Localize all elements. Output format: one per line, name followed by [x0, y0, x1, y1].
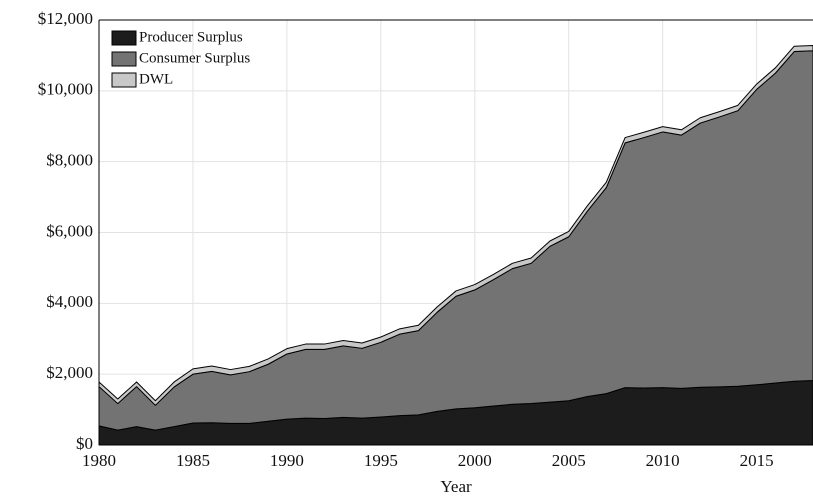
y-tick-label: $6,000: [46, 221, 93, 240]
x-tick-label: 2010: [646, 451, 680, 470]
legend-label: DWL: [139, 71, 173, 87]
y-tick-label: $2,000: [46, 363, 93, 382]
legend-label: Producer Surplus: [139, 29, 243, 45]
legend-label: Consumer Surplus: [139, 50, 250, 66]
y-tick-label: $4,000: [46, 292, 93, 311]
area: [98, 50, 813, 431]
x-tick-label: 1995: [364, 451, 398, 470]
x-tick-label: 1985: [176, 451, 210, 470]
y-tick-label: $12,000: [38, 9, 93, 28]
x-tick-label: 1980: [82, 451, 116, 470]
x-tick-label: 1990: [270, 451, 304, 470]
area: [98, 45, 813, 406]
legend-swatch: [111, 30, 137, 46]
y-tick-label: $0: [76, 434, 93, 453]
y-tick-label: $10,000: [38, 80, 93, 99]
x-tick-label: 2015: [740, 451, 774, 470]
legend-swatch: [111, 72, 137, 88]
x-tick-label: 2005: [552, 451, 586, 470]
x-axis-label: Year: [440, 477, 472, 496]
legend-swatch: [111, 51, 137, 67]
x-tick-label: 2000: [458, 451, 492, 470]
y-tick-label: $8,000: [46, 151, 93, 170]
